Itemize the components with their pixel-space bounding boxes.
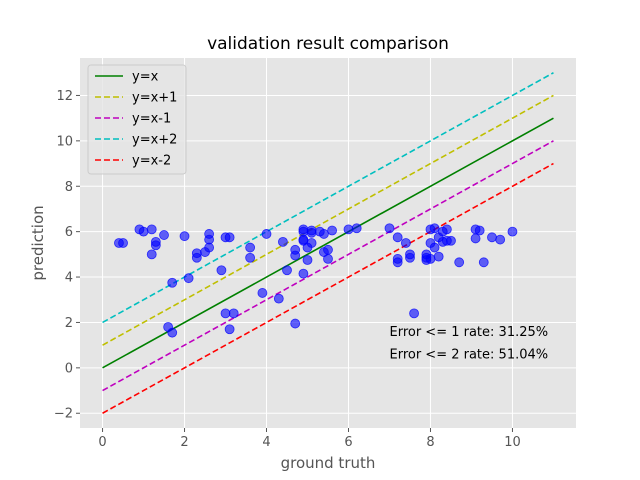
- data-point: [425, 253, 436, 264]
- data-point: [261, 229, 272, 239]
- data-point: [282, 265, 292, 276]
- chart-title: validation result comparison: [207, 34, 449, 54]
- reference-line: [102, 117, 554, 369]
- reference-line: [102, 140, 554, 392]
- data-point: [224, 232, 235, 243]
- data-point: [298, 268, 309, 279]
- data-point: [204, 229, 215, 239]
- data-point: [323, 253, 333, 264]
- data-point: [384, 223, 395, 234]
- data-point: [454, 257, 465, 268]
- data-point: [290, 318, 301, 329]
- x-axis-label: ground truth: [281, 454, 376, 472]
- y-tick-label: 4: [65, 271, 73, 286]
- data-point: [216, 265, 227, 276]
- data-point: [220, 308, 231, 319]
- legend-label: y=x+2: [132, 133, 177, 148]
- reference-line: [102, 72, 554, 324]
- data-point: [306, 225, 317, 236]
- y-tick-label: 12: [56, 89, 73, 104]
- data-point: [507, 226, 518, 237]
- data-point: [257, 288, 268, 298]
- data-point: [118, 238, 128, 248]
- annotations: Error <= 1 rate: 31.25% Error <= 2 rate: …: [389, 325, 548, 363]
- reference-line: [102, 162, 554, 414]
- x-tick-label: 8: [426, 435, 434, 450]
- data-point: [392, 257, 403, 268]
- data-point: [167, 277, 178, 288]
- legend: y=x y=x+1 y=x-1 y=x+2 y=x-2: [87, 64, 187, 175]
- x-tick-label: 4: [262, 435, 270, 450]
- x-tick-label: 10: [504, 435, 521, 450]
- data-point: [400, 238, 411, 248]
- data-point: [495, 234, 506, 245]
- data-point: [273, 293, 284, 304]
- legend-box: [87, 64, 187, 175]
- data-point: [319, 229, 329, 239]
- data-point: [245, 252, 256, 263]
- data-point: [298, 234, 309, 245]
- data-point: [343, 224, 354, 235]
- data-point: [323, 244, 333, 255]
- data-point: [306, 238, 317, 248]
- data-point: [191, 248, 202, 259]
- data-point: [290, 250, 301, 261]
- data-point: [150, 236, 161, 247]
- legend-label: y=x+1: [132, 91, 177, 106]
- y-tick-label: 0: [65, 361, 73, 376]
- data-point: [478, 257, 489, 268]
- data-point: [392, 232, 403, 243]
- data-point: [351, 223, 362, 234]
- data-point: [138, 226, 149, 237]
- data-point: [179, 231, 190, 242]
- y-tick-label: 10: [56, 134, 73, 149]
- data-point: [487, 232, 497, 243]
- data-point: [429, 242, 440, 253]
- annotation-text: Error <= 1 rate: 31.25%: [389, 325, 548, 340]
- data-points: [114, 223, 518, 338]
- data-point: [446, 235, 456, 246]
- data-point: [183, 273, 194, 284]
- legend-label: y=x-1: [132, 112, 171, 127]
- data-point: [302, 255, 313, 265]
- data-point: [405, 252, 415, 263]
- data-point: [429, 223, 440, 234]
- data-point: [224, 324, 235, 335]
- y-tick-label: 8: [65, 180, 73, 195]
- y-tick-label: 2: [65, 316, 73, 331]
- data-point: [278, 236, 288, 247]
- data-point: [228, 308, 239, 319]
- data-point: [146, 249, 157, 260]
- data-point: [327, 225, 337, 236]
- data-point: [146, 224, 157, 235]
- reference-lines: [102, 72, 554, 414]
- data-point: [474, 225, 485, 236]
- data-point: [441, 224, 452, 235]
- y-tick-label: −2: [54, 407, 73, 422]
- x-tick-label: 2: [180, 435, 188, 450]
- data-point: [159, 230, 169, 240]
- x-tick-label: 0: [98, 435, 106, 450]
- legend-label: y=x: [132, 70, 159, 85]
- y-tick-label: 6: [65, 225, 73, 240]
- y-axis-label: prediction: [29, 205, 47, 280]
- data-point: [245, 242, 256, 253]
- legend-label: y=x-2: [132, 154, 171, 169]
- data-point: [409, 308, 419, 319]
- data-point: [433, 251, 444, 262]
- reference-line: [102, 94, 554, 346]
- y-axis-ticks: −2 0 2 4 6 8 10 12: [54, 89, 80, 422]
- annotation-text: Error <= 2 rate: 51.04%: [389, 348, 548, 363]
- data-point: [167, 327, 178, 338]
- x-axis-ticks: 0 2 4 6 8 10: [98, 428, 521, 450]
- x-tick-label: 6: [344, 435, 352, 450]
